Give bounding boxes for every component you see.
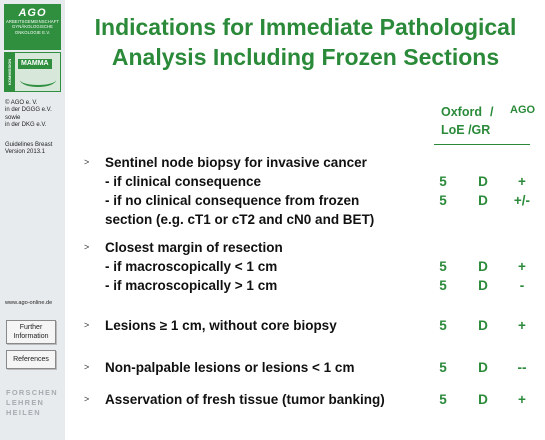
indication-item-sentinel: Sentinel node biopsy for invasive cancer… <box>105 153 374 229</box>
slogan: FORSCHEN LEHREN HEILEN <box>6 388 58 418</box>
guideline-line: Version 2013.1 <box>5 149 46 156</box>
further-information-label-line2: Information <box>13 333 49 340</box>
gr-value: D <box>478 392 488 407</box>
header-slash: / <box>490 105 494 119</box>
slogan-line: HEILEN <box>6 408 41 417</box>
loe-value: 5 <box>439 174 447 189</box>
org-line: © AGO e. V. <box>5 100 38 106</box>
loe-value: 5 <box>439 360 447 375</box>
loe-value: 5 <box>439 193 447 208</box>
loe-value: 5 <box>439 392 447 407</box>
indication-item-margin: Closest margin of resection - if macrosc… <box>105 238 283 295</box>
further-information-button[interactable]: Further Information <box>6 320 56 344</box>
guideline-version: Guidelines Breast Version 2013.1 <box>5 142 52 157</box>
ago-logo: AGO ARBEITSGEMEINSCHAFT GYNÄKOLOGISCHE O… <box>4 4 61 50</box>
bullet-icon: > <box>84 157 90 167</box>
indication-line: Sentinel node biopsy for invasive cancer <box>105 155 367 170</box>
slide-title: Indications for Immediate Pathological A… <box>66 12 545 72</box>
slide-title-line2: Analysis Including Frozen Sections <box>111 44 500 70</box>
indication-line: - if clinical consequence <box>105 174 262 189</box>
ago-value: + <box>518 259 526 274</box>
mamma-logo-swirl <box>20 73 56 87</box>
gr-value: D <box>478 193 488 208</box>
gr-value: D <box>478 259 488 274</box>
ago-logo-line: ONKOLOGIE E.V. <box>14 29 51 35</box>
guideline-line: Guidelines Breast <box>5 142 53 148</box>
indication-line: Asservation of fresh tissue (tumor banki… <box>105 392 385 407</box>
gr-value: D <box>478 174 488 189</box>
header-loe-gr: LoE /GR <box>441 123 491 137</box>
loe-value: 5 <box>439 278 447 293</box>
indication-line: - if macroscopically < 1 cm <box>105 259 278 274</box>
gr-value: D <box>478 318 488 333</box>
sidebar: AGO ARBEITSGEMEINSCHAFT GYNÄKOLOGISCHE O… <box>0 0 65 440</box>
mamma-commission-logo: KOMMISSION MAMMA <box>4 52 61 92</box>
header-oxford: Oxford <box>441 105 482 119</box>
loe-value: 5 <box>439 259 447 274</box>
slogan-line: FORSCHEN <box>6 388 58 397</box>
bullet-icon: > <box>84 362 90 372</box>
bullet-icon: > <box>84 394 90 404</box>
slogan-line: LEHREN <box>6 398 45 407</box>
org-line: in der DKG e.V. <box>5 122 47 129</box>
slide-title-line1: Indications for Immediate Pathological <box>94 14 517 40</box>
bullet-icon: > <box>84 242 90 252</box>
indication-line: Closest margin of resection <box>105 240 283 255</box>
indication-line: Lesions ≥ 1 cm, without core biopsy <box>105 318 337 333</box>
bullet-icon: > <box>84 320 90 330</box>
ago-value: -- <box>517 360 527 375</box>
indication-item-nonpalpable: Non-palpable lesions or lesions < 1 cm <box>105 358 354 377</box>
references-label: References <box>13 356 49 363</box>
ago-value: +/- <box>513 193 531 208</box>
ago-logo-line: ARBEITSGEMEINSCHAFT <box>5 19 60 24</box>
references-button[interactable]: References <box>6 350 56 369</box>
header-ago: AGO <box>510 104 536 116</box>
gr-value: D <box>478 278 488 293</box>
ago-value: + <box>518 174 526 189</box>
mamma-logo-side-label: KOMMISSION <box>5 53 15 91</box>
further-information-label-line1: Further <box>19 324 43 331</box>
org-line: sowie <box>5 114 21 121</box>
ago-logo-line: GYNÄKOLOGISCHE <box>12 24 53 30</box>
mamma-logo-word: MAMMA <box>18 59 52 69</box>
indication-line: - if no clinical consequence from frozen <box>105 193 360 208</box>
indication-item-lesions: Lesions ≥ 1 cm, without core biopsy <box>105 316 337 335</box>
website-link[interactable]: www.ago-online.de <box>5 300 53 306</box>
indication-item-tissue-banking: Asservation of fresh tissue (tumor banki… <box>105 390 385 409</box>
indication-line: Non-palpable lesions or lesions < 1 cm <box>105 360 355 375</box>
ago-value: - <box>519 278 525 293</box>
indication-line: section (e.g. cT1 or cT2 and cN0 and BET… <box>105 212 375 227</box>
ago-logo-title: AGO <box>18 7 47 19</box>
indication-line: - if macroscopically > 1 cm <box>105 278 278 293</box>
ago-value: + <box>518 392 526 407</box>
header-divider <box>434 144 530 145</box>
gr-value: D <box>478 360 488 375</box>
org-info: © AGO e. V. in der DGGG e.V. sowie in de… <box>5 100 52 130</box>
org-line: in der DGGG e.V. <box>5 107 52 114</box>
ago-value: + <box>518 318 526 333</box>
loe-value: 5 <box>439 318 447 333</box>
